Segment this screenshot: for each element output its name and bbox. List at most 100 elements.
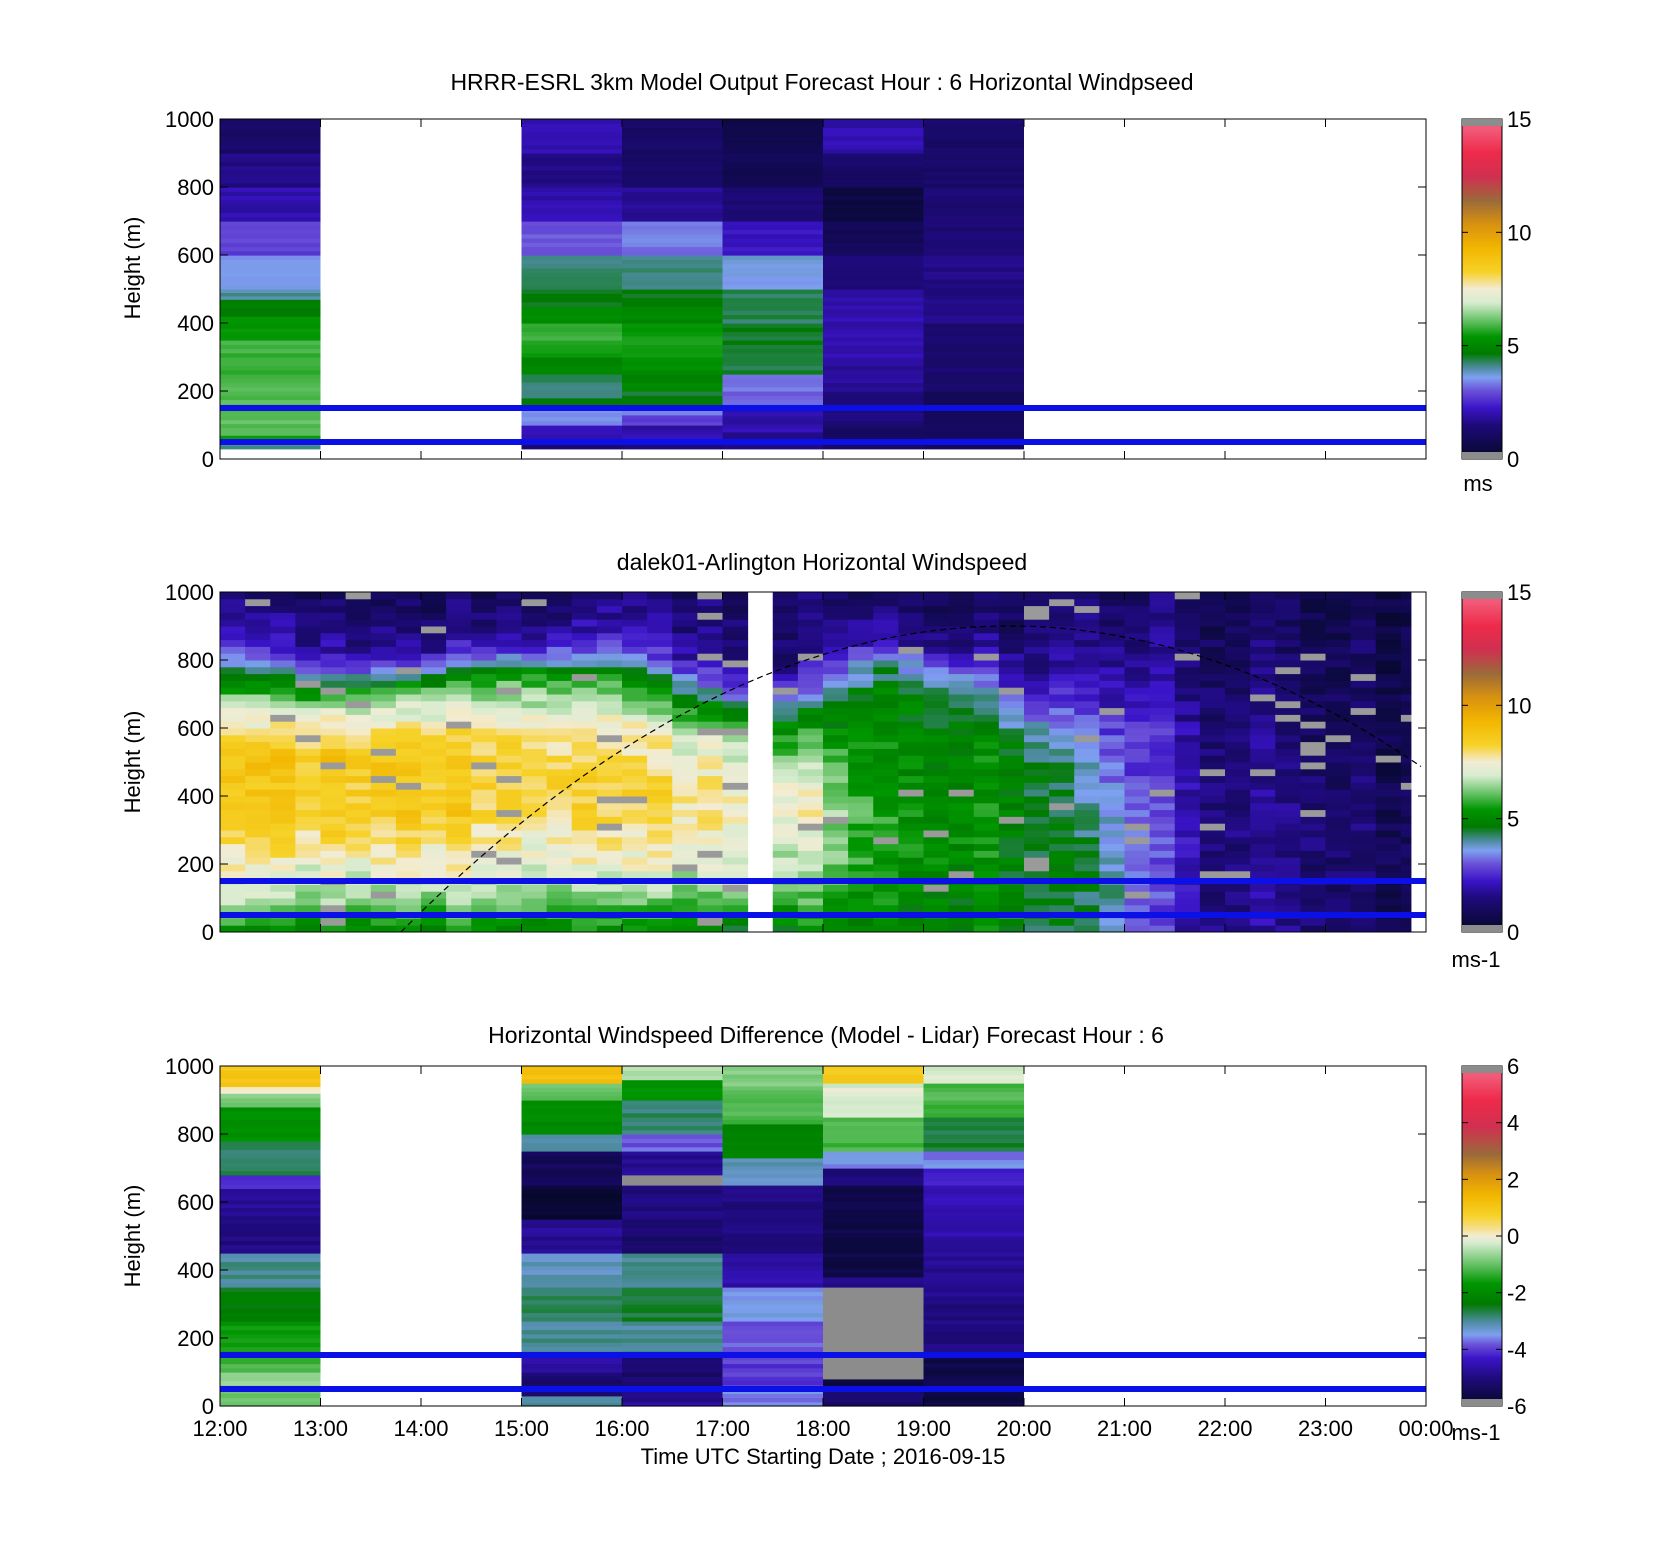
heatmap-cell: [672, 598, 698, 607]
heatmap-cell: [923, 700, 950, 709]
heatmap-cell: [797, 775, 824, 783]
heatmap-cell: [923, 1224, 1024, 1229]
heatmap-cell: [923, 632, 950, 641]
heatmap-cell: [722, 605, 749, 613]
heatmap-cell: [1149, 626, 1176, 634]
heatmap-cell: [998, 666, 1025, 675]
heatmap-cell: [270, 802, 296, 811]
heatmap-cell: [622, 429, 723, 435]
heatmap-cell: [421, 904, 447, 913]
heatmap-cell: [1099, 687, 1125, 695]
heatmap-cell: [596, 768, 623, 777]
heatmap-cell: [571, 741, 598, 749]
heatmap-cell: [345, 925, 372, 933]
heatmap-cell: [647, 762, 673, 770]
heatmap-cell: [823, 349, 924, 354]
heatmap-cell: [421, 694, 447, 702]
heatmap-cell: [722, 748, 749, 756]
heatmap-cell: [848, 741, 874, 749]
heatmap-cell: [571, 707, 598, 715]
heatmap-cell: [1174, 680, 1201, 688]
heatmap-cell: [848, 884, 874, 892]
heatmap-cell: [722, 850, 749, 858]
heatmap-cell: [722, 1338, 823, 1343]
heatmap-cell: [647, 870, 673, 879]
heatmap-cell: [220, 1199, 321, 1205]
heatmap-cell: [521, 721, 548, 729]
heatmap-cell: [622, 598, 648, 607]
heatmap-cell: [1174, 918, 1201, 926]
heatmap-cell: [948, 870, 975, 879]
heatmap-cell: [220, 140, 321, 146]
heatmap-cell: [622, 229, 723, 235]
heatmap-cell: [873, 714, 899, 722]
heatmap-cell: [245, 632, 271, 641]
heatmap-cell: [823, 1100, 924, 1105]
heatmap-cell: [220, 170, 321, 175]
heatmap-cell: [1124, 918, 1151, 926]
heatmap-cell: [973, 714, 1000, 722]
heatmap-cell: [345, 796, 372, 804]
heatmap-cell: [823, 1172, 924, 1178]
heatmap-cell: [923, 592, 950, 600]
heatmap-cell: [370, 612, 397, 620]
heatmap-cell: [622, 1287, 723, 1292]
heatmap-cell: [1199, 619, 1226, 627]
heatmap-cell: [722, 1249, 823, 1254]
heatmap-cell: [370, 673, 397, 681]
heatmap-cell: [1099, 816, 1125, 824]
heatmap-cell: [521, 673, 548, 681]
heatmap-cell: [220, 1207, 321, 1212]
heatmap-cell: [471, 619, 497, 627]
heatmap-cell: [823, 1196, 924, 1202]
heatmap-cell: [421, 660, 447, 668]
heatmap-cell: [1225, 850, 1251, 858]
heatmap-cell: [220, 884, 246, 892]
heatmap-cell: [421, 687, 447, 695]
heatmap-cell: [521, 1375, 622, 1381]
heatmap-cell: [546, 598, 573, 607]
heatmap-cell: [973, 612, 1000, 620]
heatmap-cell: [722, 1401, 823, 1407]
heatmap-cell: [446, 666, 472, 675]
heatmap-cell: [722, 1173, 823, 1178]
heatmap-cell: [220, 843, 246, 851]
heatmap-cell: [973, 741, 1000, 749]
heatmap-cell: [1400, 639, 1412, 647]
heatmap-cell: [546, 639, 573, 647]
heatmap-cell: [1199, 775, 1226, 783]
heatmap-cell: [571, 626, 598, 634]
heatmap-cell: [1225, 687, 1251, 695]
cbar-over: [1462, 119, 1502, 126]
heatmap-cell: [496, 632, 522, 641]
heatmap-cell: [521, 680, 548, 688]
heatmap-cell: [873, 843, 899, 851]
heatmap-cell: [923, 171, 1024, 176]
heatmap-cell: [1199, 734, 1226, 743]
heatmap-cell: [270, 830, 296, 838]
heatmap-cell: [395, 796, 422, 804]
heatmap-cell: [1300, 870, 1326, 879]
heatmap-cell: [622, 445, 723, 450]
heatmap-cell: [1199, 918, 1226, 926]
heatmap-cell: [220, 284, 321, 290]
heatmap-cell: [622, 391, 723, 396]
heatmap-cell: [345, 775, 372, 783]
heatmap-cell: [622, 762, 648, 770]
heatmap-cell: [421, 605, 447, 613]
heatmap-cell: [245, 898, 271, 906]
heatmap-cell: [345, 762, 372, 770]
heatmap-cell: [923, 147, 1024, 152]
heatmap-cell: [823, 391, 924, 396]
heatmap-cell: [697, 605, 723, 613]
heatmap-cell: [521, 425, 622, 431]
heatmap-cell: [823, 1252, 924, 1258]
heatmap-cell: [1024, 898, 1050, 906]
heatmap-cell: [622, 221, 723, 226]
heatmap-cell: [1174, 809, 1201, 817]
heatmap-cell: [923, 823, 950, 831]
heatmap-cell: [823, 1339, 924, 1344]
xtick-label: 19:00: [896, 1416, 951, 1441]
heatmap-cell: [1074, 830, 1100, 838]
heatmap-cell: [772, 741, 799, 749]
